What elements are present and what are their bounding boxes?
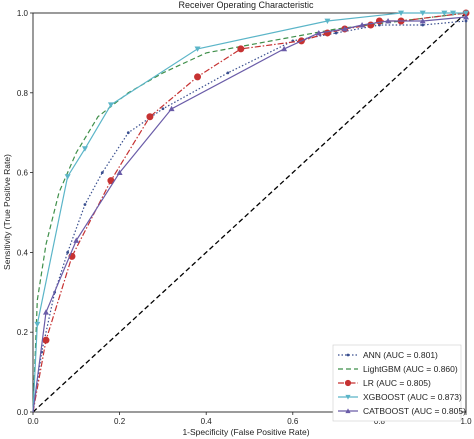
x-tick-label: 1.0 [460, 417, 472, 426]
chance-diagonal-line [32, 12, 467, 413]
legend-label: LR (AUC = 0.805) [363, 378, 431, 388]
y-tick-label: 0.4 [17, 248, 29, 257]
data-point [126, 131, 130, 135]
data-point [419, 10, 426, 16]
chart-title: Receiver Operating Characteristic [178, 0, 314, 10]
series-5 [32, 13, 469, 413]
data-point [346, 353, 350, 357]
data-point [341, 25, 348, 32]
data-point [385, 17, 392, 24]
legend-label: LightGBM (AUC = 0.860) [363, 364, 458, 374]
x-tick-label: 0.2 [114, 417, 126, 426]
data-point [345, 408, 351, 414]
data-point [42, 309, 49, 315]
data-point [194, 73, 202, 81]
data-point [463, 13, 469, 20]
data-point [281, 45, 288, 52]
data-point [324, 18, 331, 24]
data-point [116, 169, 123, 175]
data-point [64, 174, 71, 180]
legend-entry: LightGBM (AUC = 0.860) [338, 364, 458, 374]
data-point [398, 10, 405, 16]
legend-label: XGBOOST (AUC = 0.873) [363, 392, 462, 402]
y-tick-label: 0.6 [17, 169, 29, 178]
x-tick-label: 0.6 [287, 417, 299, 426]
y-tick-label: 0.8 [17, 89, 29, 98]
y-tick-label: 0.0 [17, 408, 29, 417]
data-point [73, 237, 80, 243]
data-point [345, 394, 351, 400]
legend-entry: XGBOOST (AUC = 0.873) [338, 392, 462, 402]
y-tick-label: 0.2 [17, 328, 29, 337]
data-point [421, 23, 425, 27]
x-axis-label: 1-Specificity (False Positive Rate) [182, 427, 309, 437]
data-point [463, 10, 469, 16]
series-3 [32, 9, 470, 413]
data-point [419, 17, 426, 24]
legend-entry: ANN (AUC = 0.801) [338, 350, 438, 360]
data-point [464, 19, 468, 23]
data-point [359, 21, 366, 28]
data-point [168, 105, 175, 112]
reference-line [32, 12, 467, 413]
series-4 [32, 10, 469, 413]
series-layer [32, 9, 470, 413]
legend-label: CATBOOST (AUC = 0.805) [363, 406, 466, 416]
data-point [107, 102, 114, 108]
data-point [146, 113, 154, 121]
series-2 [32, 12, 467, 413]
data-point [34, 321, 41, 328]
data-point [194, 46, 201, 52]
series-line [32, 16, 467, 413]
data-point [315, 29, 322, 36]
x-tick-label: 0.4 [201, 417, 213, 426]
y-axis-label: Sensitivity (True Positive Rate) [2, 154, 12, 270]
legend-entry: CATBOOST (AUC = 0.805) [338, 406, 466, 416]
axes: 0.0 0.2 0.4 0.6 0.8 1.0 0.0 0.2 0.4 0.6 0.8 1.0 [17, 9, 472, 426]
data-point [334, 31, 338, 35]
data-point [100, 171, 104, 175]
series-line [32, 12, 467, 413]
data-point [441, 10, 448, 16]
x-tick-label: 0.8 [374, 417, 386, 426]
legend-entry: LR (AUC = 0.805) [338, 378, 431, 388]
data-point [161, 107, 165, 111]
data-point [83, 203, 87, 206]
plot-frame [32, 12, 467, 413]
legend: ANN (AUC = 0.801) LightGBM (AUC = 0.860) L… [332, 344, 466, 422]
data-point [237, 45, 245, 53]
data-point [42, 336, 50, 344]
legend-label: ANN (AUC = 0.801) [363, 350, 438, 360]
x-tick-label: 0.0 [27, 417, 39, 426]
y-tick-label: 1.0 [17, 9, 29, 18]
data-point [344, 379, 352, 387]
data-point [66, 251, 70, 254]
data-point [450, 10, 457, 16]
data-point [81, 146, 88, 152]
series-line [32, 12, 467, 413]
data-point [226, 71, 230, 75]
